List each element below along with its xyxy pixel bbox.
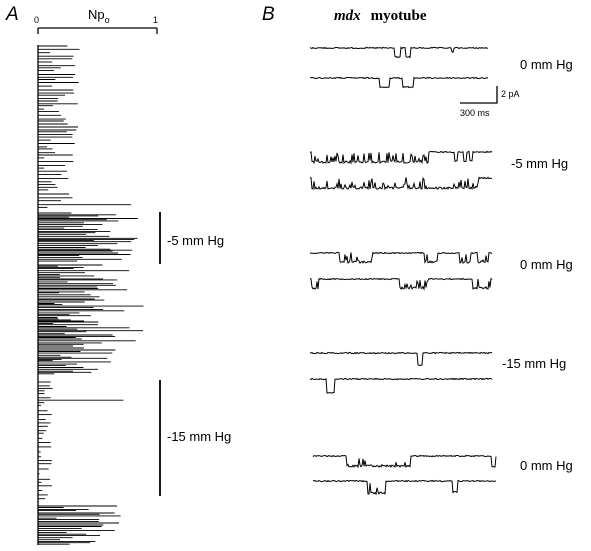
panel-a-annotation-15: -15 mm Hg [167,429,231,444]
scale-bar [460,86,498,104]
trace-group-label-4: -15 mm Hg [502,356,566,371]
panel-a-axis-label-sub: o [105,15,110,25]
panel-b-title: mdx myotube [334,8,427,24]
current-trace-6 [309,277,493,291]
panel-b-letter: B [262,4,275,25]
panel-a-letter: A [5,4,19,25]
current-trace-8 [309,377,493,394]
panel-a-axis [37,27,158,34]
current-trace-4 [309,176,493,191]
trace-group-label-2: -5 mm Hg [511,156,568,171]
trace-group-label-1: 0 mm Hg [520,57,573,72]
current-trace-9 [312,454,497,469]
current-trace-7 [309,351,493,367]
current-trace-1 [309,46,489,59]
current-trace-2 [310,76,489,89]
scale-current-label: 2 pA [501,89,520,99]
panel-a-axis-label: Npo [88,7,110,25]
trace-group-label-3: 0 mm Hg [520,257,573,272]
panel-b-title-rest: myotube [371,8,427,24]
panel-b: B mdx myotube 2 pA 300 ms 0 mm Hg -5 mm H… [262,4,573,496]
panel-a-axis-label-main: Np [88,7,105,22]
trace-group-label-5: 0 mm Hg [520,458,573,473]
panel-a-tick-max: 1 [153,15,158,25]
panel-a-annotation-5: -5 mm Hg [167,233,224,248]
panel-b-title-italic: mdx [334,8,361,24]
panel-a-tick-min: 0 [34,15,39,25]
current-trace-3 [309,150,493,165]
current-trace-10 [312,479,497,496]
panel-a: A Npo 0 1 -5 mm Hg -15 mm Hg [5,4,231,545]
current-traces [309,46,497,496]
np-histogram [38,45,144,545]
current-trace-5 [309,251,493,265]
scale-time-label: 300 ms [460,108,490,118]
